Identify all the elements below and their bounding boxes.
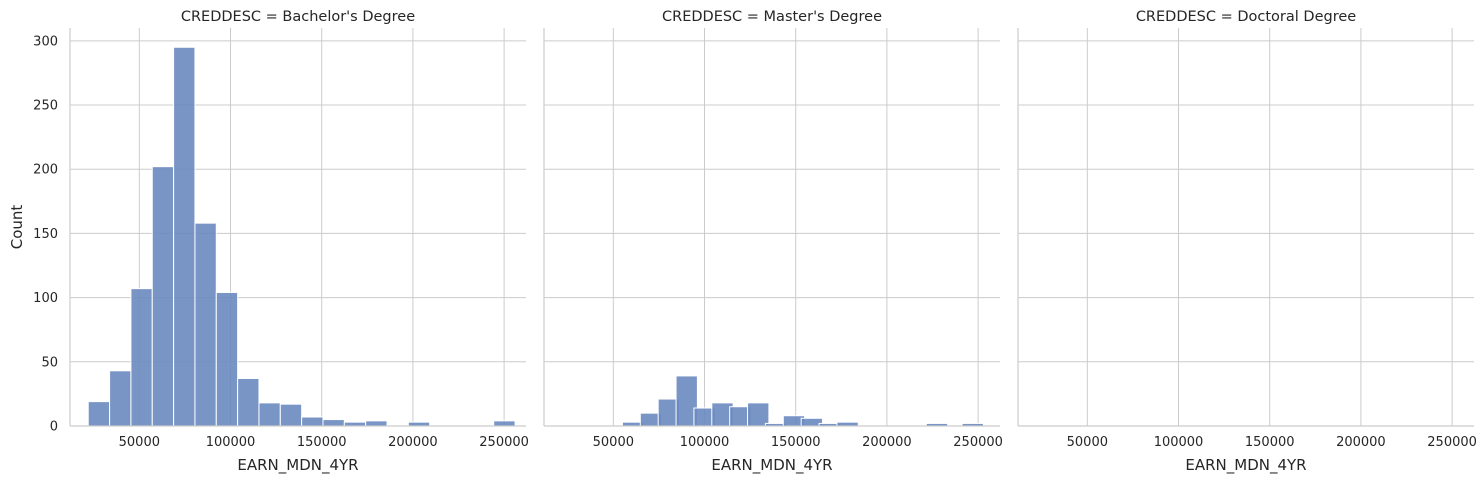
y-tick-label: 0 (50, 420, 58, 435)
y-tick-label: 100 (33, 291, 58, 306)
y-tick-label: 300 (33, 34, 58, 49)
histogram-bar (279, 403, 303, 427)
y-tick-label: 250 (33, 99, 58, 114)
panel-title: CREDDESC = Bachelor's Degree (181, 9, 415, 25)
histogram-bar (173, 46, 196, 427)
histogram-bar (237, 377, 260, 427)
histogram-bar (194, 222, 217, 427)
x-tick-label: 100000 (206, 435, 256, 450)
x-axis-label: EARN_MDN_4YR (1185, 456, 1306, 475)
histogram-bar (258, 402, 281, 427)
x-axis-label: EARN_MDN_4YR (711, 456, 832, 475)
histogram-bar (151, 166, 175, 427)
y-tick-label: 150 (33, 227, 58, 242)
histogram-bar (215, 291, 239, 427)
histogram-bar (322, 419, 345, 427)
x-axis-label: EARN_MDN_4YR (237, 456, 358, 475)
x-tick-label: 50000 (593, 435, 634, 450)
x-tick-label: 150000 (1245, 435, 1295, 450)
y-axis-label: Count (8, 205, 26, 250)
histogram-bar (109, 370, 132, 427)
histogram-bar (493, 420, 516, 427)
histogram-bar (747, 402, 770, 427)
histogram-bar (87, 401, 111, 427)
x-tick-label: 250000 (953, 435, 1003, 450)
y-tick-label: 50 (41, 355, 58, 370)
facet-panel-3: 50000 100000 150000 200000 250000 EARN_MDN_4Y… (1017, 9, 1477, 475)
facet-panel-1: 50000 100000 150000 200000 250000 0 50 100 150 20… (8, 9, 529, 475)
x-tick-label: 200000 (1336, 435, 1386, 450)
x-tick-label: 250000 (1427, 435, 1477, 450)
panel-title: CREDDESC = Doctoral Degree (1136, 9, 1356, 25)
x-tick-label: 50000 (119, 435, 160, 450)
x-tick-label: 50000 (1067, 435, 1108, 450)
x-tick-label: 200000 (388, 435, 438, 450)
histogram-bar (301, 416, 324, 427)
x-tick-label: 100000 (680, 435, 730, 450)
x-tick-label: 250000 (479, 435, 529, 450)
x-tick-label: 150000 (297, 435, 347, 450)
histogram-bar (365, 420, 388, 427)
y-tick-label: 200 (33, 163, 58, 178)
facet-panel-2: 50000 100000 150000 200000 250000 EARN_MDN_4Y… (543, 9, 1003, 475)
histogram-bar (130, 288, 153, 427)
x-tick-label: 200000 (862, 435, 912, 450)
panel-title: CREDDESC = Master's Degree (662, 9, 882, 25)
x-tick-label: 100000 (1154, 435, 1204, 450)
x-tick-label: 150000 (771, 435, 821, 450)
